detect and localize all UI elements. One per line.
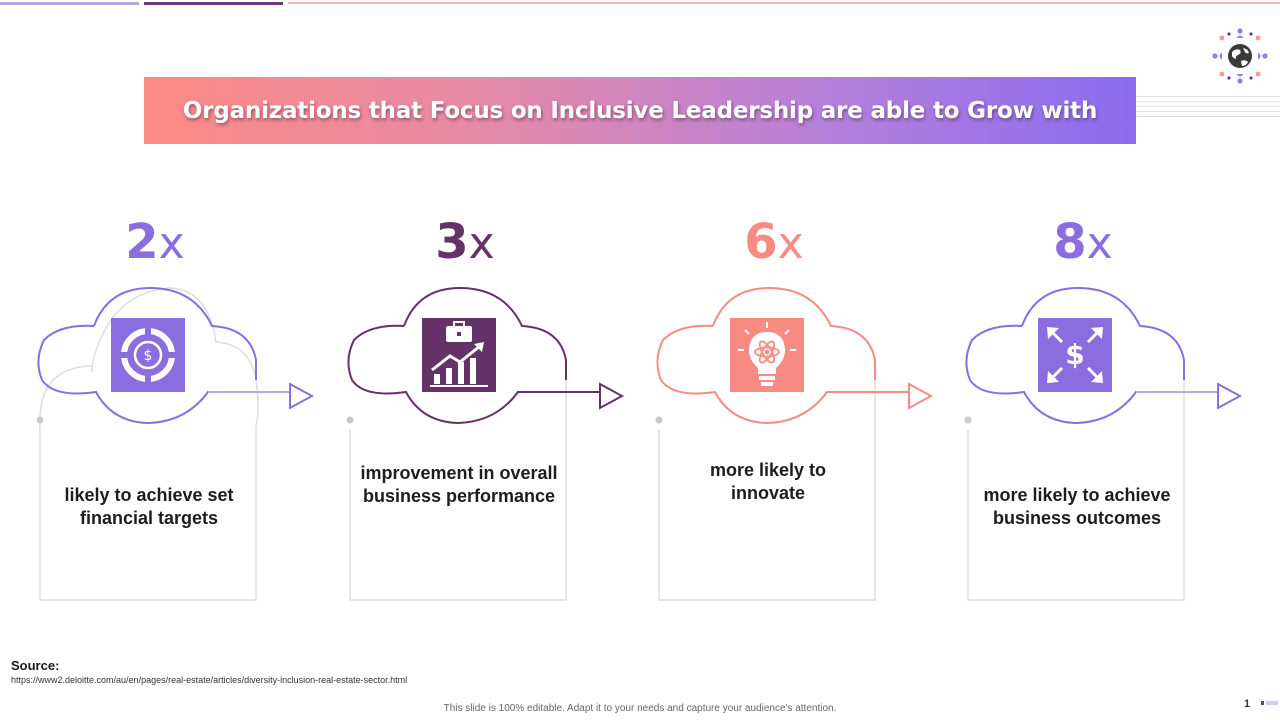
stat-card-2: 3x improvement in overall business perfo… <box>310 210 625 610</box>
lightbulb-atom-icon <box>730 318 804 392</box>
globe-people-network-icon <box>1210 26 1270 86</box>
stat-multiplier: 2x <box>0 210 310 276</box>
stat-description: more likely to innovate <box>709 460 827 503</box>
top-accent-bar-1 <box>0 2 139 5</box>
cloud-outline <box>964 286 1243 601</box>
stat-number: 3 <box>435 214 469 270</box>
stat-number: 8 <box>1053 214 1087 270</box>
top-accent-bar-2 <box>144 2 283 5</box>
footer-note: This slide is 100% editable. Adapt it to… <box>443 703 837 714</box>
dollar-expand-arrows-icon: $ <box>1038 318 1112 392</box>
cloud-outline <box>36 286 315 601</box>
source-url[interactable]: https://www2.deloitte.com/au/en/pages/re… <box>11 675 408 685</box>
stat-description: likely to achieve set financial targets <box>64 485 234 528</box>
stat-suffix: x <box>1086 218 1113 269</box>
page-number: 1 <box>1244 698 1251 710</box>
stat-description: improvement in overall business performa… <box>360 463 558 506</box>
svg-text:$: $ <box>144 348 153 364</box>
source-label: Source: <box>11 658 60 673</box>
svg-text:$: $ <box>1065 338 1084 371</box>
slide-title: Organizations that Focus on Inclusive Le… <box>182 97 1098 124</box>
briefcase-growth-chart-icon <box>422 318 496 392</box>
stat-card-1: 2x $ likely to achieve set financial tar… <box>0 210 315 610</box>
stat-multiplier: 6x <box>619 210 929 276</box>
stat-description: more likely to achieve business outcomes <box>983 485 1171 528</box>
cloud-outline <box>655 286 934 601</box>
stat-suffix: x <box>158 218 185 269</box>
decorative-lines <box>1108 96 1280 122</box>
top-accent-bar-3 <box>288 2 1280 4</box>
cloud-outline <box>346 286 625 601</box>
stat-number: 2 <box>125 214 159 270</box>
page-number-accent <box>1261 701 1278 705</box>
stat-number: 6 <box>744 214 778 270</box>
stat-suffix: x <box>777 218 804 269</box>
stat-suffix: x <box>468 218 495 269</box>
stat-card-4: 8x $ more likely to achieve business <box>928 210 1243 610</box>
stat-card-3: 6x more likely to in <box>619 210 934 610</box>
stat-multiplier: 3x <box>310 210 620 276</box>
stat-multiplier: 8x <box>928 210 1238 276</box>
target-dollar-icon: $ <box>111 318 185 392</box>
title-banner: Organizations that Focus on Inclusive Le… <box>144 77 1136 144</box>
